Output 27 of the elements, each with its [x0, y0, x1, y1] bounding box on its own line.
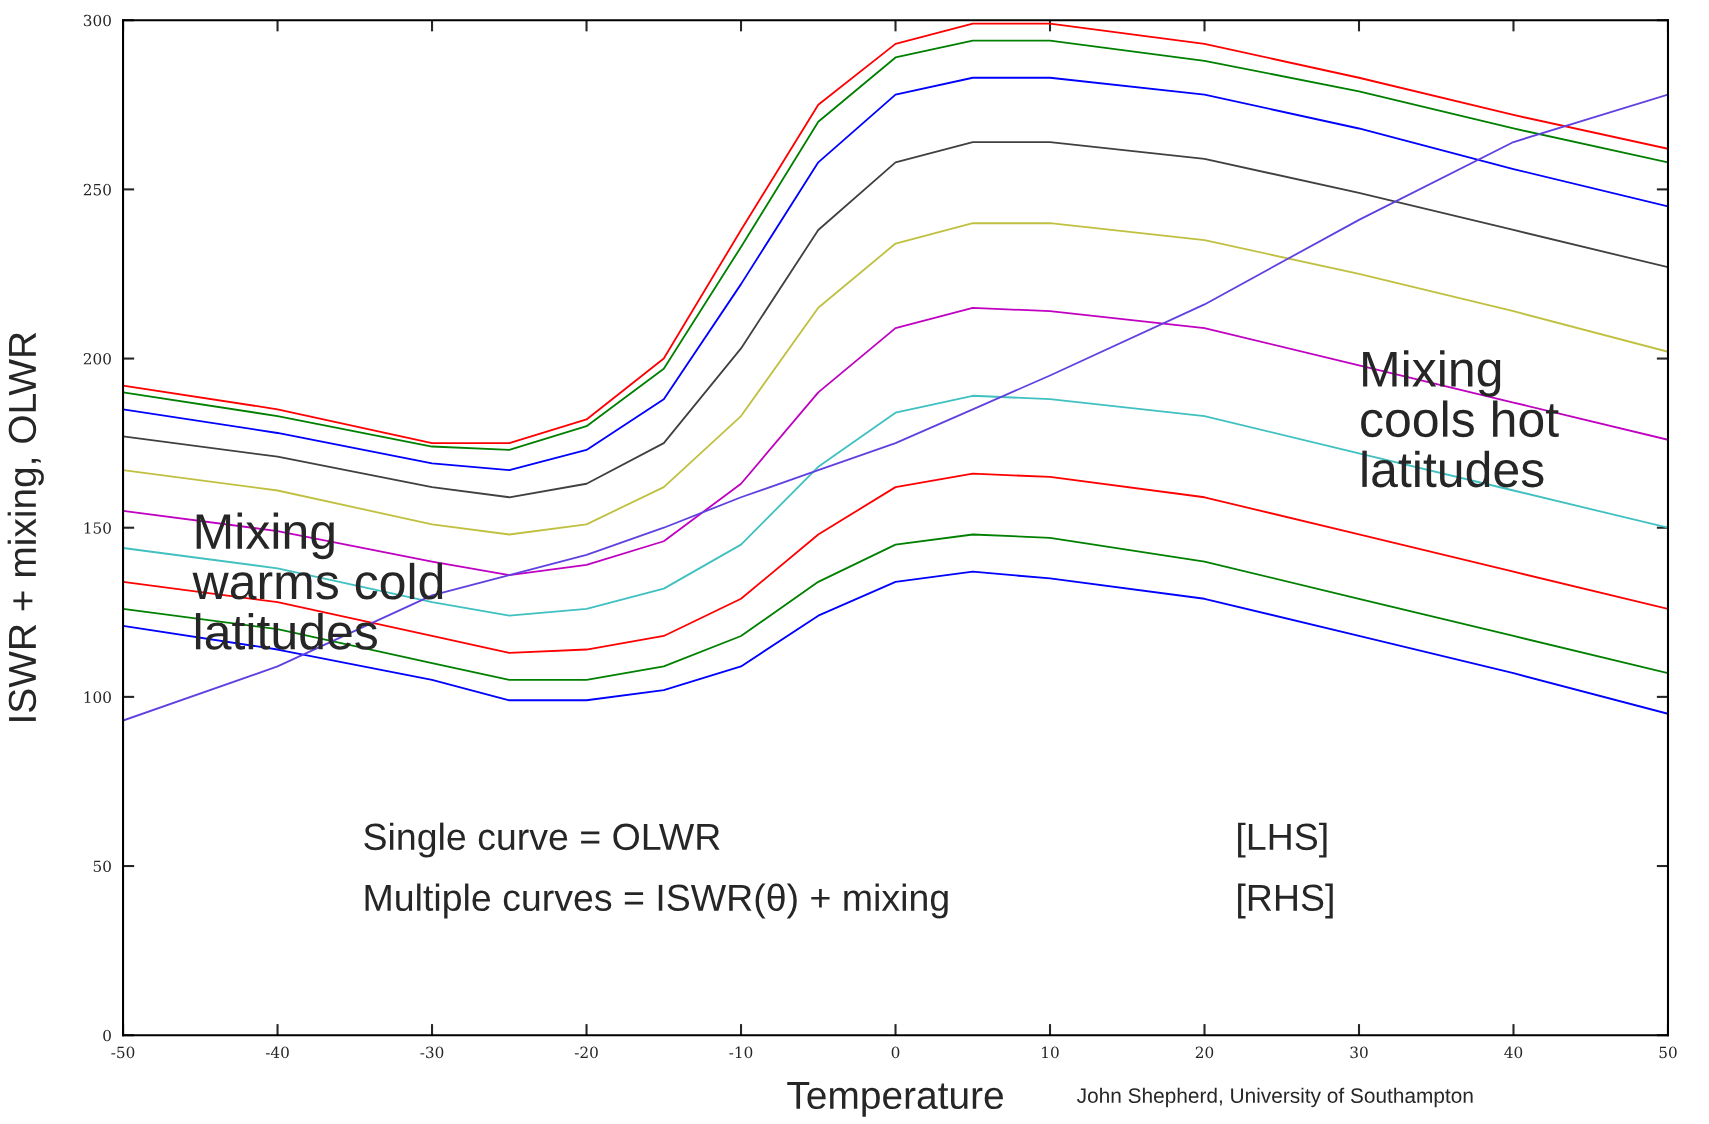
x-tick-label: 50 — [1659, 1046, 1677, 1059]
x-tick-label: -40 — [265, 1046, 289, 1059]
y-tick-label: 0 — [103, 1029, 111, 1042]
x-tick-label: 30 — [1350, 1046, 1368, 1059]
y-tick-label: 250 — [83, 183, 111, 196]
annotation: Multiple curves = ISWR(θ) + mixing — [365, 883, 948, 919]
y-tick-label: 150 — [84, 522, 111, 534]
y-axis-title: ISWR + mixing, OLWR — [7, 332, 44, 721]
line-series — [123, 93, 1668, 722]
text: John Shepherd, University of Southampton — [1077, 1087, 1473, 1108]
x-tick-label: -30 — [420, 1046, 444, 1059]
annotation: [RHS] — [1238, 883, 1333, 919]
annotation: Single curve = OLWR — [364, 822, 720, 858]
y-tick-label: 50 — [93, 860, 111, 873]
y-tick-label: 300 — [83, 14, 111, 27]
x-tick-label: 0 — [891, 1046, 900, 1059]
x-tick-label: 40 — [1504, 1046, 1523, 1059]
x-tick-label: -20 — [574, 1046, 598, 1059]
x-tick-label: 20 — [1195, 1046, 1214, 1059]
line-series — [123, 141, 1668, 499]
y-tick-label: 200 — [83, 353, 111, 365]
x-axis-title: Temperature — [787, 1081, 1003, 1117]
x-tick-label: -10 — [729, 1046, 753, 1059]
annotation: [LHS] — [1238, 822, 1327, 858]
y-tick-label: 100 — [84, 691, 111, 703]
x-tick-label: -50 — [111, 1046, 135, 1059]
x-tick-label: 10 — [1042, 1046, 1059, 1059]
